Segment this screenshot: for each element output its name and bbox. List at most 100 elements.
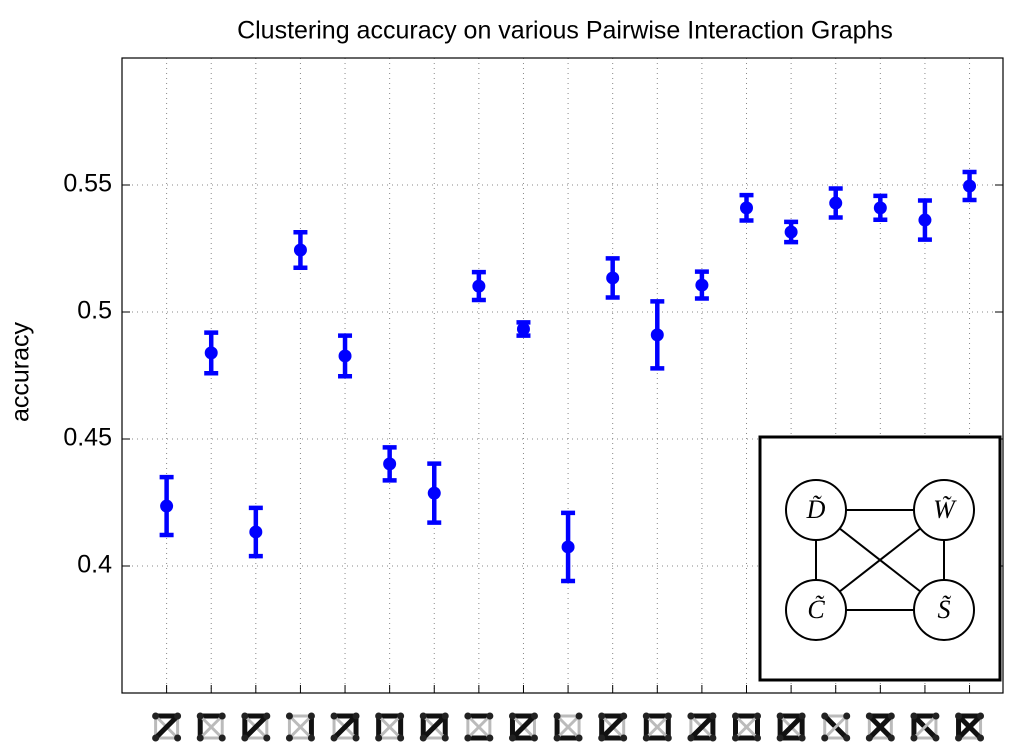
data-point: [383, 457, 397, 471]
inset-node: [785, 579, 847, 641]
data-point: [740, 201, 754, 215]
icon-edge: [510, 714, 537, 740]
x-tick-icon: [687, 712, 717, 742]
x-tick-icon: [732, 712, 762, 742]
icon-node: [843, 712, 851, 720]
icon-edge: [645, 714, 670, 740]
x-tick-icon: [821, 712, 851, 742]
icon-node: [330, 734, 338, 742]
icon-node: [419, 734, 427, 742]
icon-edge: [288, 714, 313, 740]
data-point: [160, 499, 174, 513]
data-point: [338, 349, 352, 363]
inset-node-label: W̃: [933, 495, 957, 524]
icon-node: [732, 734, 740, 742]
data-point: [472, 279, 486, 293]
data-point: [293, 243, 307, 257]
plot-frame: [121, 57, 1004, 694]
icon-node: [397, 712, 405, 720]
icon-node: [152, 734, 160, 742]
icon-node: [553, 712, 561, 720]
icon-node: [664, 712, 672, 720]
icon-edge: [243, 714, 269, 740]
x-tick-icon: [375, 712, 405, 742]
inset-node-label: S̃: [938, 595, 952, 624]
icon-node: [865, 734, 873, 742]
icon-node: [218, 712, 226, 720]
icon-node: [486, 712, 494, 720]
icon-node: [932, 712, 940, 720]
x-tick-icon: [553, 712, 583, 742]
icon-node: [687, 734, 695, 742]
icon-edge: [778, 714, 804, 740]
icon-node: [285, 734, 293, 742]
icon-node: [218, 734, 226, 742]
icon-node: [754, 712, 762, 720]
icon-node: [241, 734, 249, 742]
x-tick-icon: [865, 712, 895, 742]
icon-node: [530, 734, 538, 742]
icon-node: [932, 734, 940, 742]
icon-node: [285, 712, 293, 720]
icon-node: [241, 712, 249, 720]
icon-node: [798, 712, 806, 720]
icon-node: [464, 734, 472, 742]
icon-node: [174, 734, 182, 742]
icon-node: [598, 712, 606, 720]
icon-node: [977, 734, 985, 742]
inset-node: [913, 479, 975, 541]
x-tick-icon: [241, 712, 271, 742]
x-tick-icon: [642, 712, 672, 742]
icon-node: [887, 712, 895, 720]
icon-edge: [332, 714, 358, 740]
icon-node: [955, 734, 963, 742]
icon-node: [754, 734, 762, 742]
x-tick-icon: [152, 712, 182, 742]
icon-node: [174, 712, 182, 720]
icon-node: [776, 734, 784, 742]
x-tick-icon: [464, 712, 494, 742]
x-tick-icon: [419, 712, 449, 742]
icon-node: [955, 712, 963, 720]
data-point: [829, 196, 843, 210]
icon-node: [330, 712, 338, 720]
icon-node: [709, 734, 717, 742]
data-point: [650, 328, 664, 342]
icon-node: [263, 712, 271, 720]
y-tick-label: 0.4: [77, 551, 112, 579]
icon-node: [352, 712, 360, 720]
icon-node: [196, 734, 204, 742]
icon-node: [843, 734, 851, 742]
data-point: [561, 540, 575, 554]
chart-title: Clustering accuracy on various Pairwise …: [237, 17, 893, 45]
inset-frame: [758, 435, 1002, 682]
icon-node: [553, 734, 561, 742]
icon-node: [821, 734, 829, 742]
icon-edge: [867, 714, 894, 740]
icon-node: [307, 712, 315, 720]
y-tick-label: 0.55: [63, 170, 112, 198]
icon-edge: [734, 714, 759, 740]
data-point: [249, 525, 263, 539]
icon-node: [375, 712, 383, 720]
icon-edge: [556, 714, 581, 740]
icon-edge: [466, 714, 491, 740]
icon-node: [664, 734, 672, 742]
icon-node: [419, 712, 427, 720]
icon-node: [375, 734, 383, 742]
icon-node: [598, 734, 606, 742]
icon-node: [441, 734, 449, 742]
x-tick-icon: [910, 712, 940, 742]
icon-node: [152, 712, 160, 720]
y-axis-label: accuracy: [7, 321, 35, 422]
icon-node: [776, 712, 784, 720]
icon-node: [798, 734, 806, 742]
data-point: [606, 271, 620, 285]
icon-node: [508, 712, 516, 720]
icon-node: [352, 734, 360, 742]
data-point: [427, 486, 441, 500]
x-tick-icon: [598, 712, 628, 742]
x-tick-icon: [508, 712, 538, 742]
inset-node: [785, 479, 847, 541]
